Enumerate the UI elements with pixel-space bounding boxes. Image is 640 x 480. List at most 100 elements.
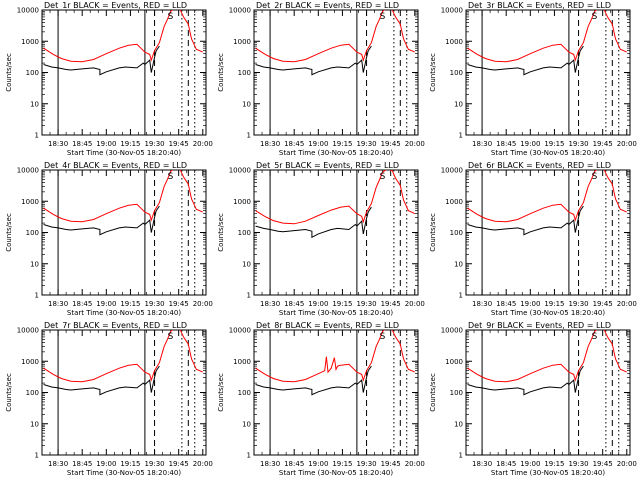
plot-area bbox=[467, 170, 628, 295]
x-tick-label: 19:45 bbox=[169, 300, 189, 308]
y-axis-label: Counts/sec bbox=[217, 373, 225, 412]
y-tick-label: 10 bbox=[454, 420, 463, 428]
x-tick-label: 18:45 bbox=[496, 460, 516, 468]
x-axis-label: Start Time (30-Nov-05 18:20:40) bbox=[279, 149, 393, 157]
y-tick-label: 1 bbox=[459, 132, 463, 140]
x-tick-label: 19:45 bbox=[169, 140, 189, 148]
series-line-lld bbox=[467, 330, 628, 383]
x-tick-label: 19:30 bbox=[144, 460, 164, 468]
x-tick-label: 20:00 bbox=[405, 140, 425, 148]
plot-area bbox=[43, 170, 204, 295]
x-tick-label: 19:15 bbox=[332, 140, 352, 148]
y-tick-label: 100 bbox=[450, 389, 463, 397]
series-line-events bbox=[255, 365, 372, 396]
y-tick-label: 1000 bbox=[445, 358, 463, 366]
x-tick-label: 20:00 bbox=[193, 300, 213, 308]
x-tick-label: 20:00 bbox=[405, 460, 425, 468]
y-tick-label: 1 bbox=[459, 452, 463, 460]
x-tick-label: 20:00 bbox=[193, 140, 213, 148]
y-tick-label: 10 bbox=[454, 100, 463, 108]
panel-det-8: Det_8r BLACK = Events, RED = LLD 1 10 100 10… bbox=[217, 321, 425, 477]
x-tick-label: 19:30 bbox=[568, 460, 588, 468]
x-tick-label: 18:30 bbox=[260, 140, 280, 148]
y-tick-label: 100 bbox=[238, 69, 251, 77]
x-tick-label: 18:45 bbox=[72, 140, 92, 148]
y-tick-label: 1000 bbox=[21, 198, 39, 206]
y-tick-label: 1 bbox=[247, 452, 251, 460]
y-tick-label: 10 bbox=[242, 420, 251, 428]
plot-area bbox=[255, 330, 416, 455]
x-tick-label: 19:15 bbox=[544, 460, 564, 468]
y-tick-label: 100 bbox=[26, 389, 39, 397]
plot-area bbox=[255, 10, 416, 135]
x-tick-label: 19:45 bbox=[381, 460, 401, 468]
series-line-lld bbox=[43, 10, 204, 63]
series-line-lld bbox=[255, 10, 416, 63]
y-tick-label: 10 bbox=[242, 100, 251, 108]
x-tick-label: 19:00 bbox=[520, 460, 540, 468]
y-tick-label: 1000 bbox=[233, 358, 251, 366]
x-axis-label: Start Time (30-Nov-05 18:20:40) bbox=[279, 309, 393, 317]
saa-marker-label: S bbox=[380, 332, 386, 342]
panel-det-3: Det_3r BLACK = Events, RED = LLD 1 10 100 10… bbox=[429, 1, 637, 157]
plot-area bbox=[43, 10, 204, 135]
plot-frame bbox=[465, 169, 631, 296]
x-tick-label: 18:45 bbox=[72, 460, 92, 468]
x-tick-label: 20:00 bbox=[617, 140, 637, 148]
panel-title: Det_6r BLACK = Events, RED = LLD bbox=[468, 161, 611, 170]
y-tick-label: 100 bbox=[450, 69, 463, 77]
series-line-events bbox=[255, 206, 372, 239]
saa-marker-label: S bbox=[380, 12, 386, 22]
plot-area bbox=[467, 330, 628, 455]
x-tick-label: 20:00 bbox=[617, 460, 637, 468]
y-tick-label: 10000 bbox=[441, 7, 463, 15]
x-tick-label: 19:30 bbox=[568, 300, 588, 308]
y-tick-label: 1000 bbox=[21, 38, 39, 46]
x-tick-label: 19:45 bbox=[381, 140, 401, 148]
y-tick-label: 1 bbox=[35, 292, 39, 300]
y-tick-label: 10 bbox=[454, 260, 463, 268]
x-axis-label: Start Time (30-Nov-05 18:20:40) bbox=[491, 469, 605, 477]
x-tick-label: 20:00 bbox=[405, 300, 425, 308]
series-line-events bbox=[467, 45, 584, 76]
series-line-events bbox=[43, 205, 160, 236]
x-tick-label: 19:15 bbox=[120, 300, 140, 308]
series-line-events bbox=[43, 365, 160, 396]
y-tick-label: 100 bbox=[26, 69, 39, 77]
series-line-events bbox=[255, 45, 372, 76]
y-tick-label: 100 bbox=[238, 229, 251, 237]
series-line-lld bbox=[43, 170, 204, 223]
x-tick-label: 19:15 bbox=[332, 460, 352, 468]
x-axis-label: Start Time (30-Nov-05 18:20:40) bbox=[67, 309, 181, 317]
x-tick-label: 19:45 bbox=[381, 300, 401, 308]
x-tick-label: 19:15 bbox=[544, 140, 564, 148]
plot-frame bbox=[41, 9, 207, 136]
y-tick-label: 1000 bbox=[21, 358, 39, 366]
y-tick-label: 10000 bbox=[441, 167, 463, 175]
x-tick-label: 18:45 bbox=[284, 460, 304, 468]
panel-title: Det_7r BLACK = Events, RED = LLD bbox=[44, 321, 187, 330]
plot-frame bbox=[253, 169, 419, 296]
y-tick-label: 10000 bbox=[229, 327, 251, 335]
x-tick-label: 19:00 bbox=[308, 460, 328, 468]
series-line-events bbox=[467, 365, 584, 396]
x-tick-label: 19:15 bbox=[120, 460, 140, 468]
plot-area bbox=[255, 170, 416, 295]
x-tick-label: 18:45 bbox=[496, 140, 516, 148]
x-tick-label: 18:45 bbox=[496, 300, 516, 308]
y-tick-label: 1000 bbox=[233, 38, 251, 46]
series-line-lld bbox=[467, 10, 628, 63]
x-tick-label: 19:15 bbox=[332, 300, 352, 308]
panel-det-4: Det_4r BLACK = Events, RED = LLD 1 10 100 10… bbox=[5, 161, 213, 317]
saa-marker-label: S bbox=[380, 172, 386, 182]
y-tick-label: 10 bbox=[30, 420, 39, 428]
x-tick-label: 18:45 bbox=[284, 300, 304, 308]
y-axis-label: Counts/sec bbox=[5, 373, 13, 412]
series-line-lld bbox=[467, 170, 628, 223]
x-tick-label: 18:30 bbox=[48, 460, 68, 468]
y-tick-label: 10000 bbox=[229, 7, 251, 15]
panel-title: Det_1r BLACK = Events, RED = LLD bbox=[44, 1, 187, 10]
plot-frame bbox=[253, 329, 419, 456]
panel-title: Det_2r BLACK = Events, RED = LLD bbox=[256, 1, 399, 10]
x-tick-label: 18:30 bbox=[48, 300, 68, 308]
